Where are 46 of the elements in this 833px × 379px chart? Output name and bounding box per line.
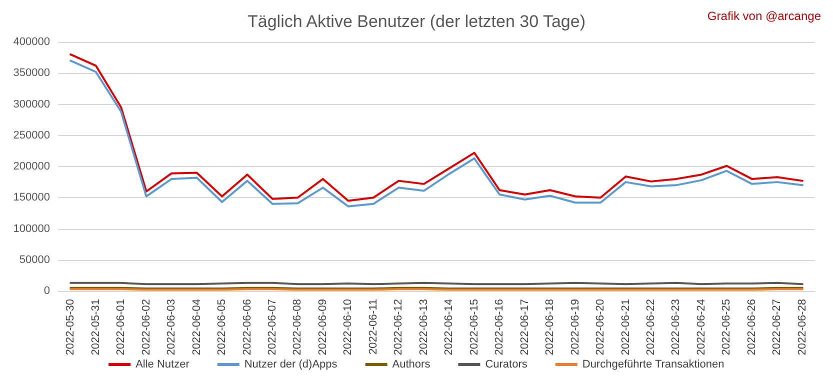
y-tick-label: 200000 [13, 160, 50, 172]
x-tick-label: 2022-06-26 [746, 299, 758, 356]
x-tick-label: 2022-06-16 [494, 299, 506, 356]
legend-label: Authors [392, 358, 431, 370]
y-tick-label: 250000 [13, 129, 50, 142]
x-tick-label: 2022-06-09 [316, 299, 329, 356]
x-tick-label: 2022-06-05 [216, 299, 228, 356]
legend-label: Durchgeführte Transaktionen [582, 358, 724, 370]
y-tick-label: 150000 [13, 192, 50, 204]
x-tick-label: 2022-06-27 [771, 299, 784, 356]
chart-title: Täglich Aktive Benutzer (der letzten 30 Tage) [248, 12, 586, 31]
y-tick-label: 400000 [13, 36, 50, 48]
x-tick-label: 2022-06-19 [569, 299, 582, 356]
x-tick-label: 2022-06-03 [166, 299, 178, 356]
x-tick-label: 2022-06-28 [796, 299, 808, 356]
x-tick-label: 2022-06-17 [518, 299, 531, 356]
legend-label: Curators [485, 358, 528, 370]
x-tick-label: 2022-06-18 [544, 299, 556, 356]
x-tick-label: 2022-05-30 [64, 299, 77, 356]
y-tick-label: 0 [44, 285, 50, 297]
x-tick-label: 2022-06-12 [392, 299, 405, 356]
x-tick-label: 2022-06-23 [670, 299, 682, 356]
x-tick-label: 2022-06-01 [115, 299, 128, 356]
x-tick-label: 2022-06-02 [140, 299, 152, 356]
text: Grafik von @arcange [707, 9, 822, 23]
x-tick-label: 2022-06-21 [620, 299, 632, 356]
x-tick-label: 2022-06-25 [720, 299, 733, 356]
x-tick-label: 2022-06-15 [468, 299, 480, 356]
x-tick-label: 2022-06-07 [266, 299, 278, 356]
y-tick-label: 100000 [13, 222, 50, 235]
x-tick-label: 2022-06-13 [418, 299, 430, 356]
x-tick-label: 2022-06-24 [695, 299, 708, 356]
legend-label: Nutzer der (d)Apps [244, 358, 338, 370]
y-tick-label: 50000 [19, 254, 50, 266]
y-tick-label: 350000 [13, 67, 50, 80]
x-tick-label: 2022-06-06 [241, 299, 254, 356]
x-tick-label: 2022-06-22 [644, 299, 657, 356]
legend-label: Alle Nutzer [136, 358, 190, 370]
x-tick-label: 2022-06-08 [292, 299, 304, 356]
x-tick-label: 2022-06-11 [367, 299, 380, 354]
y-tick-label: 300000 [13, 98, 50, 110]
x-tick-label: 2022-05-31 [90, 299, 102, 356]
x-tick-label: 2022-06-10 [342, 299, 354, 356]
x-tick-label: 2022-06-20 [594, 299, 607, 356]
x-tick-label: 2022-06-14 [443, 299, 456, 356]
x-tick-label: 2022-06-04 [190, 299, 203, 356]
